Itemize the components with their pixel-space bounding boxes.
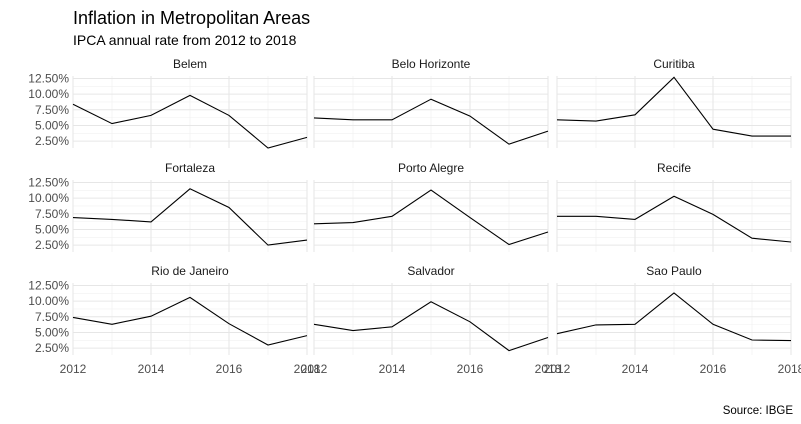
series-line-rio-de-janeiro (72, 296, 308, 346)
y-tick-label: 10.00% (28, 191, 69, 205)
panel-fortaleza: Fortaleza 2.50% 5.00%7.50% 10.00%12.50% (28, 161, 308, 252)
facet-label: Sao Paulo (646, 264, 702, 278)
y-tick-label: 2.50% (35, 134, 69, 148)
y-tick-label: 12.50% (28, 279, 69, 293)
series-line-belo-horizonte (313, 98, 549, 145)
y-tick-label: 7.50% (35, 207, 69, 221)
y-tick-label: 7.50% (35, 310, 69, 324)
y-tick-label: 7.50% (35, 103, 69, 117)
x-tick-label: 2018 (294, 362, 321, 376)
facet-label: Salvador (407, 264, 454, 278)
x-tick-label: 2016 (700, 362, 727, 376)
facet-label: Belo Horizonte (392, 57, 471, 71)
y-tick-label: 10.00% (28, 294, 69, 308)
series-line-sao-paulo (556, 292, 792, 342)
y-tick-label: 5.00% (35, 222, 69, 236)
x-tick-label: 2014 (138, 362, 165, 376)
x-tick-label: 2016 (457, 362, 484, 376)
series-line-curitiba (556, 76, 791, 137)
x-tick-label: 2018 (778, 362, 801, 376)
series-line-fortaleza (72, 188, 308, 246)
series-line-salvador (313, 301, 549, 352)
x-tick-label: 2016 (216, 362, 243, 376)
facet-label: Curitiba (653, 57, 695, 71)
panel-belo-horizonte: Belo Horizonte (313, 57, 549, 148)
x-tick-label: 2018 (535, 362, 562, 376)
panel-porto-alegre: Porto Alegre (313, 161, 549, 252)
y-tick-label: 12.50% (28, 72, 69, 86)
y-tick-label: 2.50% (35, 238, 69, 252)
facet-label: Porto Alegre (398, 161, 464, 175)
facet-label: Fortaleza (165, 161, 215, 175)
chart-title: Inflation in Metropolitan Areas (73, 8, 310, 28)
x-tick-label: 2014 (379, 362, 406, 376)
y-tick-label: 2.50% (35, 341, 69, 355)
series-line-porto-alegre (313, 189, 549, 246)
y-tick-label: 10.00% (28, 87, 69, 101)
y-tick-label: 5.00% (35, 325, 69, 339)
panel-rio-de-janeiro: Rio de Janeiro 2.50% 5.00%7.50% 10.00%12.50… (28, 264, 320, 376)
panel-salvador: Salvador 2012 2014 2016 2018 (301, 264, 562, 376)
panel-recife: Recife (556, 161, 792, 252)
chart-subtitle: IPCA annual rate from 2012 to 2018 (73, 32, 297, 48)
facet-label: Recife (657, 161, 691, 175)
x-tick-label: 2012 (301, 362, 328, 376)
x-tick-label: 2012 (544, 362, 571, 376)
x-tick-label: 2012 (60, 362, 87, 376)
panel-sao-paulo: Sao Paulo 2012 2014 2016 2018 (544, 264, 801, 376)
chart-caption: Source: IBGE (723, 405, 794, 417)
series-line-belem (72, 94, 308, 149)
series-line-recife (557, 195, 792, 243)
panel-belem: Belem 2.50% 5.00%7.50% 10.00%12.50% (28, 57, 308, 149)
facet-label: Belem (173, 57, 207, 71)
facet-label: Rio de Janeiro (151, 264, 229, 278)
panel-curitiba: Curitiba (556, 57, 792, 148)
y-tick-label: 12.50% (28, 176, 69, 190)
y-tick-label: 5.00% (35, 118, 69, 132)
x-tick-label: 2014 (622, 362, 649, 376)
